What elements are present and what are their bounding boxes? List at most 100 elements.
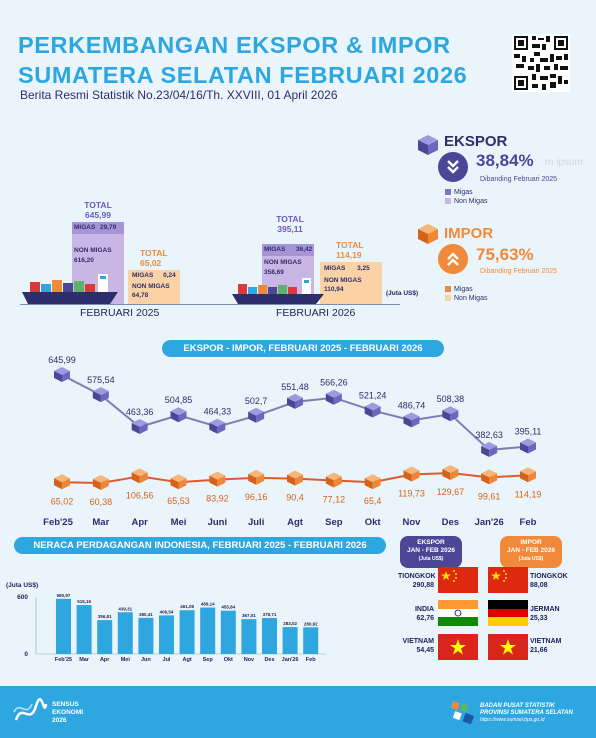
impor-point [92,474,109,490]
impor-data-label: 83,92 [206,494,229,504]
qr-code-icon [512,34,570,92]
ekspor-data-label: 395,11 [515,426,542,436]
legend-migas: Migas [445,188,487,197]
impor-point [364,474,381,490]
cube-left [248,473,257,485]
cube-left [248,411,257,423]
cargo-ship-icon [22,274,118,304]
cube-left [209,422,218,434]
bps-text: BADAN PUSAT STATISTIK PROVINSI SUMATERA … [480,703,573,724]
impor-data-label: 99,61 [478,491,501,501]
cube-right [450,469,459,481]
impor-data-label: 114,19 [515,489,542,499]
head-sub: JAN - FEB 2026 [406,547,456,554]
cube-right [217,475,226,487]
ekspor-point [403,412,420,428]
bar-category-label: Jun [141,657,151,663]
impor-2025-total: TOTAL 65,02 [140,248,168,268]
cube-right [139,472,148,484]
bps-logo-icon [450,701,475,725]
balance-bar [262,618,277,654]
ekspor-point [92,387,109,403]
nonmigas-value: 616,20 [74,257,94,264]
cube-right [100,478,109,490]
ekspor-point [209,418,226,434]
cube-right [333,393,342,405]
baseline [20,304,400,305]
cube-right [372,406,381,418]
cube-right [372,478,381,490]
legend-nonmigas: Non Migas [445,197,487,206]
bar-category-label: Agt [183,657,192,663]
legend-label: Migas [454,189,473,196]
legend-migas: Migas [445,285,487,294]
x-tick-label: Mar [92,517,109,528]
cube-left [325,393,334,405]
bar-category-label: Feb [306,657,316,663]
cube-top [325,472,342,481]
cube-right [333,476,342,488]
head-unit: (Juta US$) [418,556,444,562]
country-name: VIETNAM [402,638,435,645]
balance-bar [303,627,319,654]
x-tick-label: Feb'25 [43,517,73,528]
germany-flag-icon [488,600,528,626]
impor-cube-icon [418,224,438,244]
country-value: 21,66 [530,647,548,654]
cube-right [100,391,109,403]
bar-data-label: 280,92 [304,621,318,626]
cube-left [364,406,373,418]
india-flag-icon [438,600,478,626]
migas-value: 3,25 [357,265,370,272]
ekspor-point [287,393,303,409]
cube-right [139,423,148,435]
bps-line: PROVINSI SUMATERA SELATAN [480,710,573,716]
country-value: 88,08 [530,582,548,589]
balance-bar [220,610,236,654]
down-arrow-icon [438,152,468,182]
ekspor-point [481,442,498,457]
legend-nonmigas: Non Migas [445,294,487,303]
total-label: TOTAL [336,240,364,250]
bps-line: BADAN PUSAT STATISTIK [480,703,555,709]
cube-left [209,475,218,487]
balance-bar [200,607,216,654]
ekspor-point [170,407,187,423]
ekspor-data-label: 551,48 [281,382,309,392]
ekspor-2025-migas-val: 29,79 [100,224,117,231]
bar-data-label: 461,08 [180,604,194,609]
china-flag-icon [488,567,528,593]
country-value: 62,76 [416,615,434,622]
sensus-text: SENSUS EKONOMI 2026 [52,701,83,725]
impor-point [442,465,459,481]
ekspor-partner-2: INDIA 62,76 [398,605,434,623]
impor-2026-total: TOTAL 114,19 [336,240,364,260]
ekspor-card-label: EKSPOR [444,133,508,150]
china-flag-icon [438,567,478,593]
impor-point [403,466,420,482]
impor-point [325,472,342,488]
country-value: 25,33 [530,615,548,622]
ekspor-2026-migas: MIGAS [264,246,285,253]
country-value: 290,88 [412,582,434,589]
balance-bar [241,619,257,654]
cube-left [520,442,528,454]
head-label: EKSPOR [417,539,445,546]
cube-right [450,410,459,422]
total-label: TOTAL [276,214,304,224]
impor-data-label: 65,53 [167,496,190,506]
nonmigas-value: 358,69 [264,269,284,276]
impor-point [131,468,148,484]
cube-left [170,411,179,423]
cube-right [528,442,536,454]
unit-label: (Juta US$) [386,290,419,297]
bar-category-label: Jul [163,657,171,663]
ekspor-2025-migas-block [72,222,124,234]
x-tick-label: Jan'26 [475,517,504,528]
impor-data-label: 65,02 [51,496,74,506]
ekspor-2026-migas-block [262,244,314,256]
impor-legend: Migas Non Migas [445,285,487,303]
sensus-logo-icon [13,698,48,721]
bar-data-label: 489,14 [201,602,215,607]
bar-category-label: Nov [244,657,255,663]
